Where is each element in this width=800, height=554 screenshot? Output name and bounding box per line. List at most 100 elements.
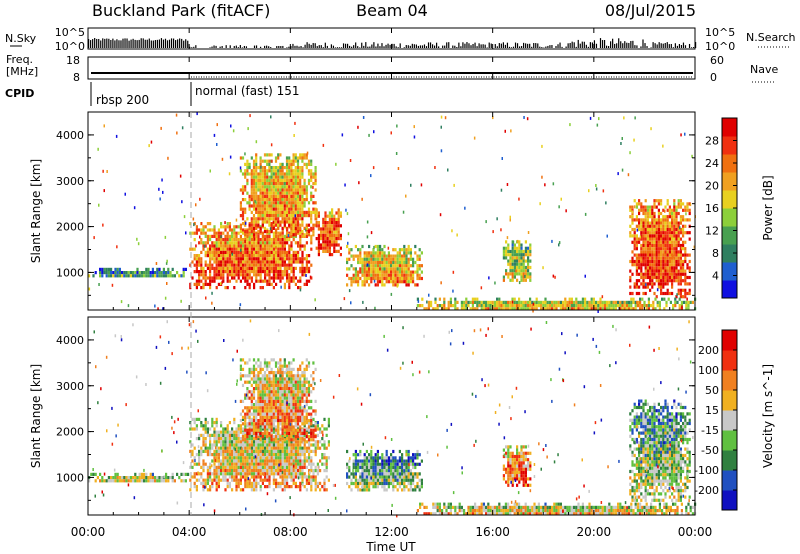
heatmap-cell xyxy=(294,250,297,254)
heatmap-cell xyxy=(191,443,194,447)
heatmap-cell xyxy=(88,479,91,483)
heatmap-cell xyxy=(312,223,315,227)
heatmap-cell xyxy=(686,266,689,270)
heatmap-cell xyxy=(426,300,428,304)
heatmap-cell xyxy=(200,257,203,261)
heatmap-cell xyxy=(226,446,229,450)
nsky-bar xyxy=(104,38,106,48)
heatmap-cell xyxy=(285,220,289,224)
nsky-bar xyxy=(567,43,569,48)
heatmap-cell xyxy=(396,251,399,255)
heatmap-cell xyxy=(112,271,115,275)
heatmap-cell xyxy=(673,237,676,241)
heatmap-cell xyxy=(646,243,649,248)
heatmap-cell xyxy=(299,279,302,283)
heatmap-cell xyxy=(222,478,225,482)
heatmap-cell xyxy=(261,481,264,485)
heatmap-cell xyxy=(195,254,198,258)
heatmap-cell xyxy=(621,307,624,311)
heatmap-cell xyxy=(226,225,229,229)
heatmap-cell xyxy=(352,267,355,271)
colorbar-swatch xyxy=(722,208,737,227)
heatmap-cell xyxy=(279,276,282,280)
heatmap-cell xyxy=(255,260,258,264)
nsky-bar xyxy=(383,46,385,48)
heatmap-cell xyxy=(206,276,209,280)
heatmap-cell xyxy=(671,250,674,254)
heatmap-cell xyxy=(599,300,602,304)
heatmap-cell xyxy=(257,241,260,245)
heatmap-cell xyxy=(222,449,225,453)
heatmap-cell xyxy=(577,300,580,304)
heatmap-cell xyxy=(272,201,275,205)
heatmap-cell xyxy=(405,283,408,287)
heatmap-cell xyxy=(281,462,284,466)
heatmap-cell xyxy=(420,276,423,281)
heatmap-cell xyxy=(244,240,246,244)
heatmap-cell xyxy=(319,430,322,434)
nsky-bar xyxy=(464,43,466,48)
heatmap-cell xyxy=(235,279,238,283)
heatmap-cell xyxy=(239,303,242,307)
heatmap-cell xyxy=(684,291,687,296)
heatmap-cell xyxy=(224,440,227,444)
heatmap-cell xyxy=(350,248,353,252)
heatmap-cell xyxy=(328,227,331,231)
nsky-bar xyxy=(175,40,177,48)
heatmap-cell xyxy=(595,304,598,308)
heatmap-cell xyxy=(261,260,264,264)
heatmap-cell xyxy=(242,238,245,242)
heatmap-cell xyxy=(259,182,262,186)
heatmap-cell xyxy=(233,228,236,232)
heatmap-cell xyxy=(279,201,282,205)
heatmap-cell xyxy=(324,224,327,228)
heatmap-cell xyxy=(305,266,308,270)
heatmap-cell xyxy=(590,297,593,301)
heatmap-cell xyxy=(272,182,275,186)
heatmap-cell xyxy=(211,472,214,476)
heatmap-cell xyxy=(660,199,663,203)
heatmap-cell xyxy=(266,210,269,214)
heatmap-cell xyxy=(162,479,165,483)
nsky-bar xyxy=(678,43,681,48)
nsky-bar xyxy=(134,39,136,48)
heatmap-cell xyxy=(202,273,205,277)
heatmap-cell xyxy=(259,188,262,192)
heatmap-cell xyxy=(502,307,505,311)
nsky-bar xyxy=(652,42,654,48)
heatmap-cell xyxy=(145,472,148,476)
heatmap-cell xyxy=(233,266,236,270)
heatmap-cell xyxy=(677,234,680,238)
heatmap-cell xyxy=(283,488,286,492)
heatmap-cell xyxy=(286,250,289,254)
heatmap-cell xyxy=(283,257,286,261)
heatmap-cell xyxy=(250,279,253,283)
heatmap-cell xyxy=(326,230,329,234)
heatmap-cell xyxy=(331,243,334,247)
heatmap-cell xyxy=(320,227,323,231)
heatmap-cell xyxy=(215,273,218,277)
heatmap-cell xyxy=(394,283,397,287)
heatmap-cell xyxy=(274,214,278,218)
nsky-bar xyxy=(543,47,545,48)
heatmap-cell xyxy=(292,481,295,485)
heatmap-cell xyxy=(292,175,295,179)
heatmap-cell xyxy=(242,257,245,261)
heatmap-cell xyxy=(646,272,649,276)
heatmap-cell xyxy=(255,276,258,280)
heatmap-cell xyxy=(524,269,527,273)
heatmap-cell xyxy=(397,167,400,170)
heatmap-cell xyxy=(354,280,357,284)
heatmap-cell xyxy=(213,475,216,479)
heatmap-cell xyxy=(248,433,251,437)
heatmap-cell xyxy=(283,210,286,214)
heatmap-cell xyxy=(691,154,693,158)
heatmap-cell xyxy=(217,257,220,261)
heatmap-cell xyxy=(147,274,150,278)
heatmap-cell xyxy=(191,453,194,457)
heatmap-cell xyxy=(301,462,304,466)
heatmap-cell xyxy=(259,178,262,182)
heatmap-cell xyxy=(204,446,207,450)
heatmap-cell xyxy=(253,433,256,437)
heatmap-cell xyxy=(326,243,329,247)
